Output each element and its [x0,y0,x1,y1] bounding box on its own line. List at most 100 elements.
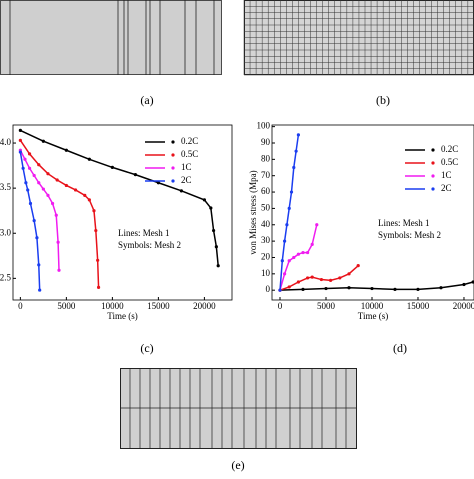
data-point [133,173,137,177]
x-tick-label: 0 [278,301,283,311]
legend-label: 1C [181,162,192,172]
data-point [287,206,291,211]
data-point [471,280,474,284]
data-point [110,165,114,169]
y-tick-label: 70 [261,170,271,180]
data-point [319,277,323,282]
panel-label: (b) [376,93,390,107]
y-tick-label: 60 [261,186,271,196]
data-point [289,190,294,194]
x-tick-label: 20000 [453,301,474,311]
legend-label: 0.2C [181,136,198,146]
mesh-a [0,0,222,75]
data-point [301,250,305,255]
x-tick-label: 10000 [361,301,384,311]
y-tick-label: 50 [261,202,271,212]
data-point [347,286,351,290]
legend-label: 0.5C [181,149,198,159]
data-point [64,183,68,188]
data-point [32,219,36,223]
y-tick-label: 10 [261,268,271,278]
y-tick-label: 40 [261,219,271,229]
data-point [296,280,300,284]
data-point [328,278,333,282]
mesh-b [243,0,474,76]
series-line [19,149,60,271]
data-point [310,242,314,246]
x-tick-label: 5000 [317,301,336,311]
data-point [356,264,360,268]
plot-frame [12,124,233,301]
y-tick-label: 0 [266,284,271,294]
data-point [27,152,32,156]
series-line [19,151,41,291]
legend-label: 0.2C [441,144,458,154]
series-line [279,265,359,291]
data-point [283,272,287,276]
data-point [301,287,305,291]
data-point [292,165,296,170]
data-point [50,201,55,206]
data-point [32,173,36,178]
data-point [285,223,289,227]
data-point [370,286,374,291]
x-tick-label: 10000 [101,301,124,311]
data-point [18,150,22,154]
y-tick-label: 90 [261,137,271,147]
legend-symbol [171,153,175,157]
data-point [296,133,300,137]
data-point [56,240,60,244]
data-point [57,268,61,272]
data-point [156,181,160,185]
panel-label: (d) [393,341,407,355]
data-point [18,138,22,142]
data-point [96,258,100,262]
data-point [83,193,87,197]
data-point [416,287,420,291]
y-tick-label: 3.0 [0,227,12,237]
data-point [96,285,101,289]
data-point [37,181,41,185]
y-tick-label: 80 [261,153,271,163]
data-point [92,209,96,213]
data-point [280,259,284,263]
data-point [179,189,183,193]
y-tick-label: 20 [261,252,271,262]
x-tick-label: 20000 [193,301,216,311]
data-point [64,148,68,152]
data-point [439,286,443,290]
legend-symbol [431,148,435,152]
series-line [279,281,474,291]
plot-frame [271,124,474,301]
panel-label: (a) [140,93,153,107]
legend-symbol [171,166,175,170]
annotation: Symbols: Mesh 2 [378,230,441,240]
data-point [35,236,39,240]
data-point [211,228,216,233]
x-axis-label: Time (s) [358,311,388,321]
y-tick-label: 30 [261,235,271,245]
data-point [209,206,213,210]
x-tick-label: 15000 [407,301,430,311]
data-point [202,198,206,202]
data-point [24,181,28,185]
data-point [46,172,50,176]
data-point [38,288,42,292]
data-point [87,198,91,202]
mesh-e [120,368,357,449]
data-point [55,178,59,182]
annotation: Lines: Mesh 1 [118,228,170,238]
data-point [87,157,91,161]
data-point [41,139,45,143]
data-point [287,285,291,289]
data-point [292,255,296,260]
data-point [305,250,310,255]
data-point [278,288,282,292]
data-point [27,166,32,170]
legend-symbol [171,140,175,144]
data-point [46,193,50,197]
y-tick-label: 3.5 [0,182,12,192]
data-point [283,239,287,243]
data-point [94,228,98,233]
